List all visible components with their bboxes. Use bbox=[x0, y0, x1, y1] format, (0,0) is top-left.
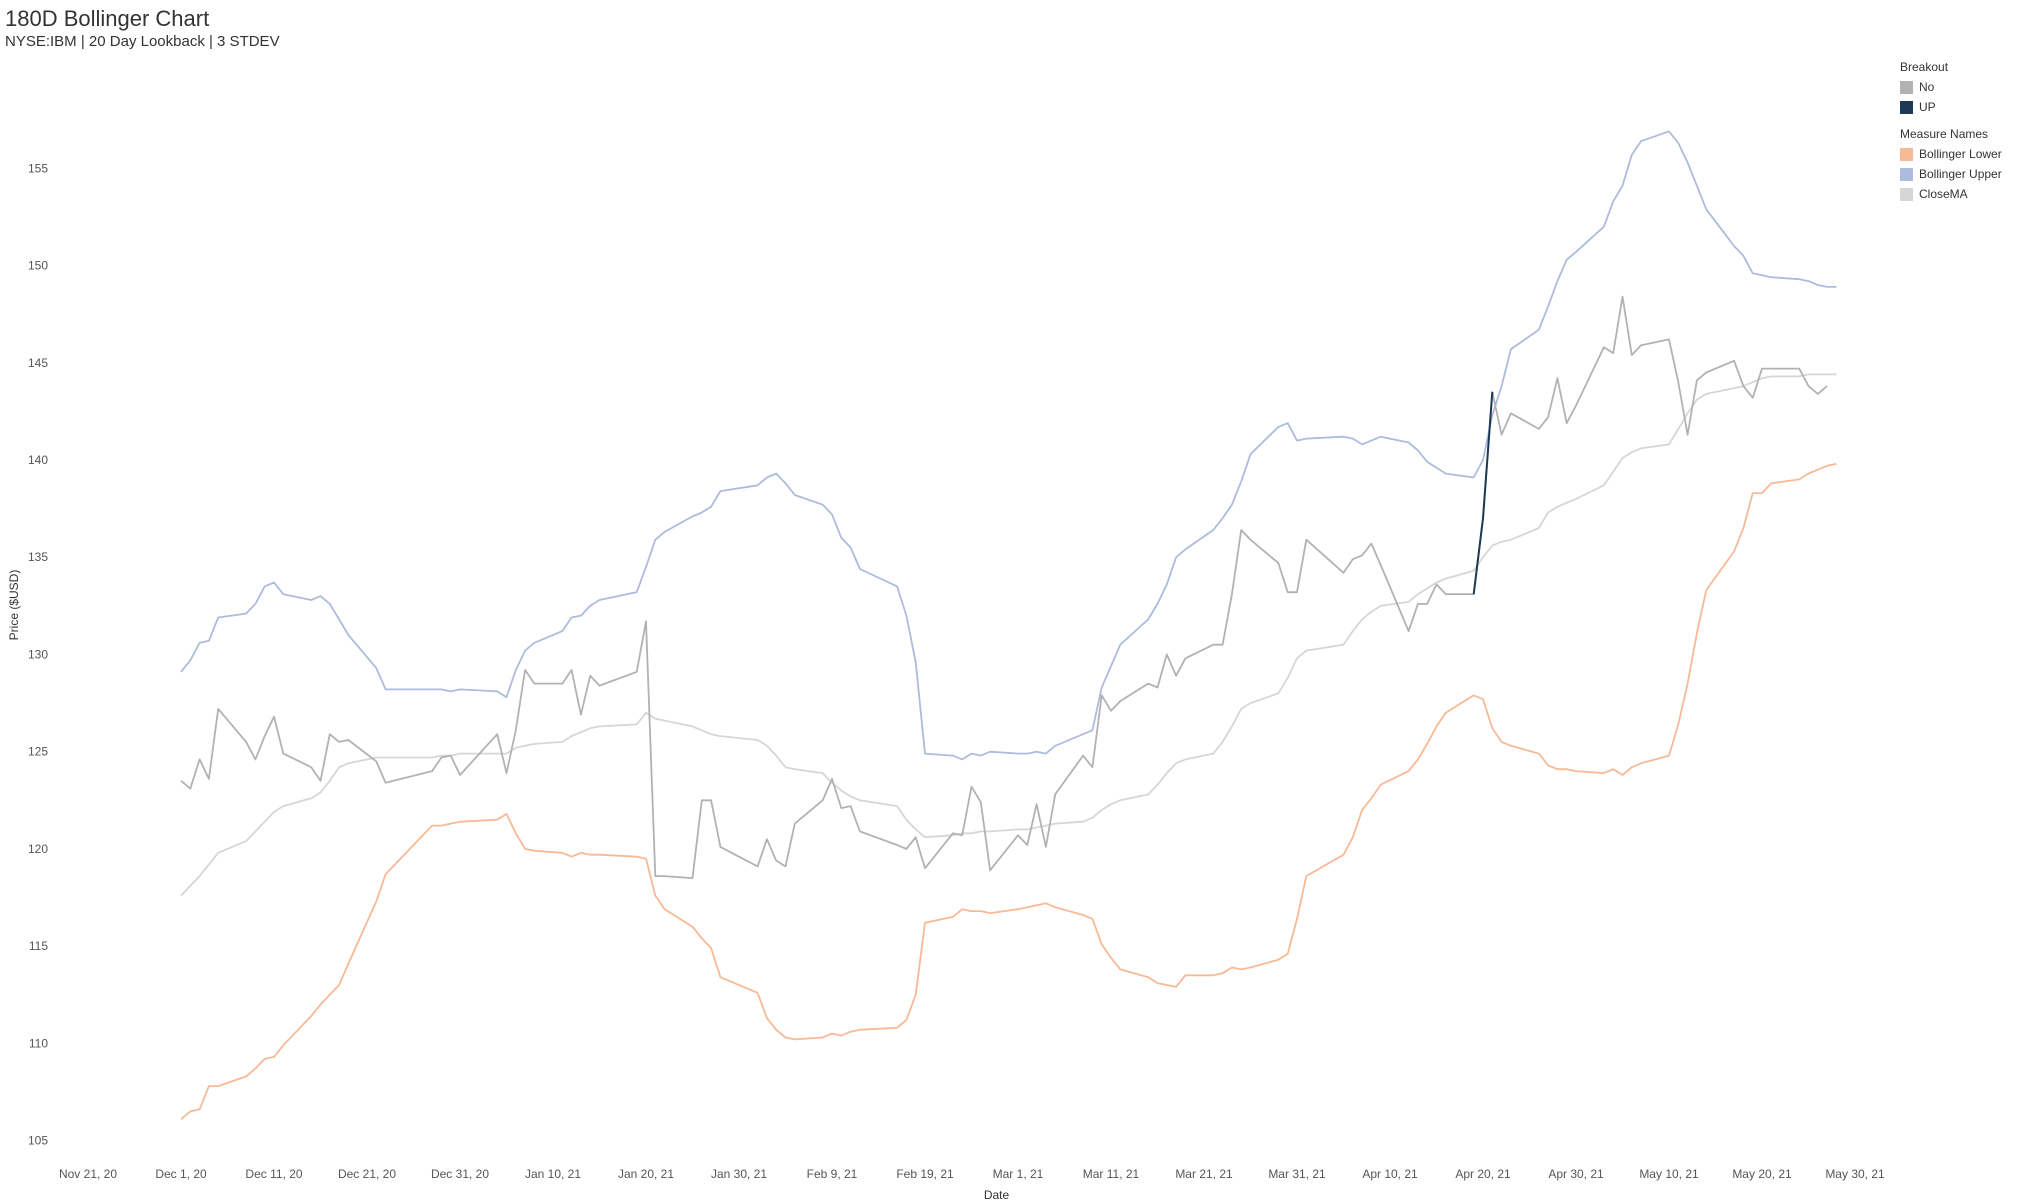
x-tick-label: Dec 11, 20 bbox=[245, 1167, 302, 1181]
y-tick-label: 155 bbox=[28, 161, 48, 175]
y-tick-label: 130 bbox=[28, 647, 48, 661]
legend-breakout: Breakout No UP bbox=[1900, 60, 2002, 117]
x-tick-label: Apr 20, 21 bbox=[1455, 1167, 1511, 1181]
legend-swatch-bollinger-lower bbox=[1900, 147, 1913, 161]
y-tick-label: 115 bbox=[29, 939, 48, 953]
series-line-closema bbox=[180, 373, 1837, 897]
x-tick-label: Feb 19, 21 bbox=[896, 1167, 954, 1181]
chart-subtitle: NYSE:IBM | 20 Day Lookback | 3 STDEV bbox=[5, 33, 280, 50]
x-tick-label: Mar 11, 21 bbox=[1083, 1167, 1140, 1181]
x-tick-label: Apr 30, 21 bbox=[1548, 1167, 1604, 1181]
x-tick-label: Dec 1, 20 bbox=[155, 1167, 207, 1181]
legend-item-bollinger-upper[interactable]: Bollinger Upper bbox=[1900, 164, 2002, 184]
legend-item-no[interactable]: No bbox=[1900, 77, 2002, 97]
x-tick-label: May 10, 21 bbox=[1639, 1167, 1699, 1181]
x-tick-label: Mar 31, 21 bbox=[1268, 1167, 1326, 1181]
legend-swatch-closema bbox=[1900, 187, 1913, 201]
legend-label-no: No bbox=[1919, 80, 1935, 94]
legend-swatch-up bbox=[1900, 100, 1913, 114]
y-tick-label: 135 bbox=[28, 550, 48, 564]
x-tick-label: Nov 21, 20 bbox=[59, 1167, 117, 1181]
x-tick-label: Jan 10, 21 bbox=[525, 1167, 581, 1181]
y-tick-label: 145 bbox=[28, 356, 48, 370]
x-tick-label: Jan 20, 21 bbox=[618, 1167, 674, 1181]
x-tick-label: Mar 21, 21 bbox=[1175, 1167, 1233, 1181]
y-tick-label: 120 bbox=[28, 842, 48, 856]
y-tick-label: 105 bbox=[28, 1134, 48, 1148]
chart-title: 180D Bollinger Chart bbox=[5, 6, 210, 31]
series-line-bollinger-lower bbox=[180, 463, 1837, 1120]
legend-item-closema[interactable]: CloseMA bbox=[1900, 184, 2002, 204]
series-line-bollinger-upper bbox=[180, 130, 1837, 761]
x-tick-label: Apr 10, 21 bbox=[1362, 1167, 1418, 1181]
x-tick-label: Mar 1, 21 bbox=[993, 1167, 1044, 1181]
legend-measures-title: Measure Names bbox=[1900, 127, 1989, 141]
series-line-close bbox=[180, 295, 1828, 879]
y-axis-label: Price ($USD) bbox=[7, 570, 21, 641]
legend-swatch-no bbox=[1900, 80, 1913, 94]
x-tick-label: May 30, 21 bbox=[1825, 1167, 1885, 1181]
x-axis-label: Date bbox=[984, 1188, 1010, 1201]
legend-breakout-title: Breakout bbox=[1900, 60, 1949, 74]
x-tick-label: Dec 21, 20 bbox=[338, 1167, 396, 1181]
x-tick-label: Feb 9, 21 bbox=[807, 1167, 858, 1181]
x-tick-label: Jan 30, 21 bbox=[711, 1167, 767, 1181]
legend: Breakout No UP Measure Names Bollinger L… bbox=[1900, 60, 2002, 214]
legend-label-bollinger-lower: Bollinger Lower bbox=[1919, 147, 2002, 161]
legend-swatch-bollinger-upper bbox=[1900, 167, 1913, 181]
y-tick-label: 125 bbox=[28, 745, 48, 759]
legend-label-up: UP bbox=[1919, 100, 1936, 114]
x-tick-label: May 20, 21 bbox=[1732, 1167, 1792, 1181]
y-tick-label: 110 bbox=[29, 1036, 48, 1050]
x-tick-label: Dec 31, 20 bbox=[431, 1167, 489, 1181]
legend-item-up[interactable]: UP bbox=[1900, 97, 2002, 117]
y-tick-label: 150 bbox=[28, 259, 48, 273]
series-line-breakout-up bbox=[1472, 391, 1494, 595]
y-tick-label: 140 bbox=[28, 453, 48, 467]
legend-label-closema: CloseMA bbox=[1919, 187, 1968, 201]
legend-item-bollinger-lower[interactable]: Bollinger Lower bbox=[1900, 144, 2002, 164]
legend-measures: Measure Names Bollinger Lower Bollinger … bbox=[1900, 127, 2002, 204]
legend-label-bollinger-upper: Bollinger Upper bbox=[1919, 167, 2002, 181]
